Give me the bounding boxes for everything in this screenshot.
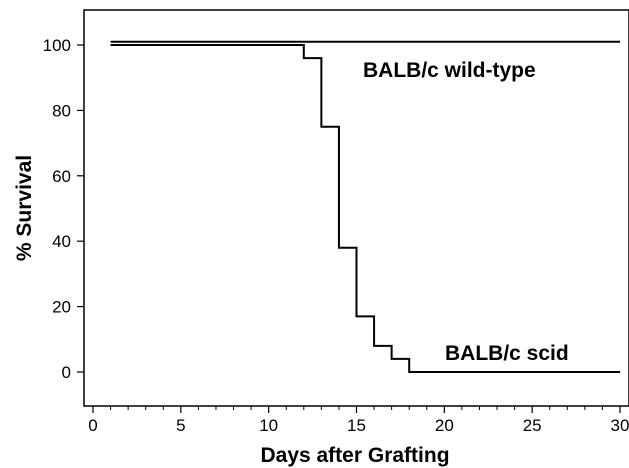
- x-tick-label: 10: [259, 416, 278, 435]
- y-tick-label: 80: [52, 101, 71, 120]
- y-axis-ticks: 0 20 40 60 80 100: [43, 36, 84, 382]
- x-tick-label: 15: [347, 416, 366, 435]
- y-axis-title: % Survival: [13, 155, 36, 261]
- series-lines: [110, 40, 620, 373]
- x-tick-label: 5: [176, 416, 185, 435]
- x-tick-label: 20: [435, 416, 454, 435]
- y-tick-label: 100: [43, 36, 71, 55]
- y-tick-label: 40: [52, 232, 71, 251]
- y-tick-label: 0: [62, 363, 71, 382]
- x-tick-label: 30: [611, 416, 629, 435]
- x-tick-label: 0: [88, 416, 97, 435]
- series-label-scid: BALB/c scid: [445, 342, 569, 365]
- y-tick-label: 60: [52, 167, 71, 186]
- x-axis-title: Days after Grafting: [260, 444, 449, 467]
- y-tick-label: 20: [52, 298, 71, 317]
- series-line-scid: [110, 44, 620, 373]
- series-label-wild-type: BALB/c wild-type: [363, 59, 536, 82]
- x-axis-ticks: 0 5 10 15 20 25 30: [88, 406, 629, 435]
- x-tick-label: 25: [523, 416, 542, 435]
